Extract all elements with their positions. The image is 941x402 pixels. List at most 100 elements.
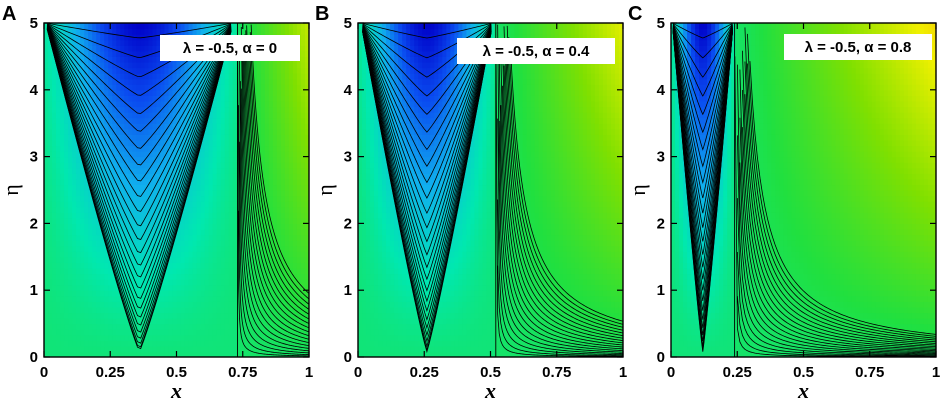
contour-line [362,30,492,313]
contour-line [362,29,492,281]
contour-line [241,35,309,337]
x-tick-label: 1 [305,364,313,381]
contour-line [672,27,733,199]
contour-line [503,65,623,339]
contour-line [498,57,623,350]
x-tick-label: 0.75 [228,364,257,381]
contour-line [362,23,492,39]
contour-line [46,26,232,212]
contour-line [46,26,232,197]
contour-line [46,27,232,240]
contour-line [362,25,492,133]
x-tick-label: 0.5 [793,364,814,381]
contour-line [46,25,232,182]
contour-line [736,198,936,356]
contour-lines [46,23,309,357]
contour-line [742,89,936,348]
panel-letter: B [315,3,329,25]
contour-line [495,56,623,357]
annotation-text: λ = -0.5, α = 0.8 [805,39,912,56]
contour-line [46,27,232,278]
panel-letter: A [2,3,16,25]
heatmap-field [671,23,936,357]
contour-line [46,25,232,149]
contour-line [362,26,492,151]
contour-line [739,117,936,352]
contour-line [672,25,733,116]
y-tick-label: 2 [344,215,352,232]
contour-line [362,27,492,215]
contour-line [742,127,936,349]
x-tick-label: 0.25 [410,364,439,381]
y-tick-label: 1 [30,282,38,299]
panel-b: 0 0.25 0.5 0.75 1 0 1 2 3 4 5 x η Bλ = -0.5, α = 0.4 [312,3,627,402]
contour-line [742,50,936,346]
contour-line [46,28,232,333]
contour-line [739,69,936,350]
parameter-annotation: λ = -0.5, α = 0.4 [457,38,615,64]
contour-line [744,61,936,343]
annotation-text: λ = -0.5, α = 0 [183,40,277,57]
contour-line [362,31,492,354]
x-tick-label: 1 [619,364,627,381]
contour-line [246,25,309,315]
contour-line [362,28,492,243]
contour-line [500,105,623,348]
contour-line [249,32,309,300]
x-tick-label: 0.75 [855,364,884,381]
contour-line [362,27,492,199]
x-tick-label: 0.75 [542,364,571,381]
contour-line [672,30,733,291]
contour-line [672,24,733,97]
y-tick-label: 2 [30,215,38,232]
contour-line [46,28,232,318]
contour-line [362,31,492,330]
parameter-annotation: λ = -0.5, α = 0.8 [784,34,932,60]
y-tick-label: 0 [30,349,38,366]
contour-line [506,58,623,331]
contour-line [672,26,733,168]
x-tick-label: 0 [354,364,362,381]
contour-line [248,39,309,305]
contour-line [744,94,936,344]
contour-line [672,24,733,78]
contour-line [747,33,936,337]
x-axis-label: x [484,378,496,402]
x-tick-label: 0 [40,364,48,381]
contour-line [497,118,623,354]
contour-line [362,29,492,256]
contour-line [362,31,492,337]
contour-line [672,23,733,39]
heatmap-field [44,23,309,357]
contour-line [46,25,232,166]
contour-line [747,63,936,339]
y-tick-label: 1 [344,282,352,299]
x-tick-label: 0.25 [96,364,125,381]
contour-line [47,23,232,39]
contour-line [46,28,232,299]
y-axis-label: η [625,184,650,196]
annotation-text: λ = -0.5, α = 0.4 [483,43,590,60]
y-tick-label: 0 [344,349,352,366]
contour-line [245,30,309,320]
contour-line [672,28,733,214]
y-tick-label: 5 [657,15,665,32]
contour-line [672,28,733,242]
contour-line [508,37,623,325]
y-tick-label: 5 [344,15,352,32]
contour-line [672,25,733,134]
y-axis-label: η [312,184,337,196]
y-tick-label: 4 [344,82,353,99]
heatmap-field [358,23,623,357]
contour-lines [672,23,936,357]
contour-line [239,81,309,347]
x-tick-label: 1 [932,364,940,381]
contour-line [46,28,232,339]
contour-line [362,23,492,59]
contour-line [362,29,492,269]
contour-line [498,120,623,352]
contour-line [672,29,733,268]
contour-line [749,61,936,335]
y-tick-label: 4 [30,82,39,99]
